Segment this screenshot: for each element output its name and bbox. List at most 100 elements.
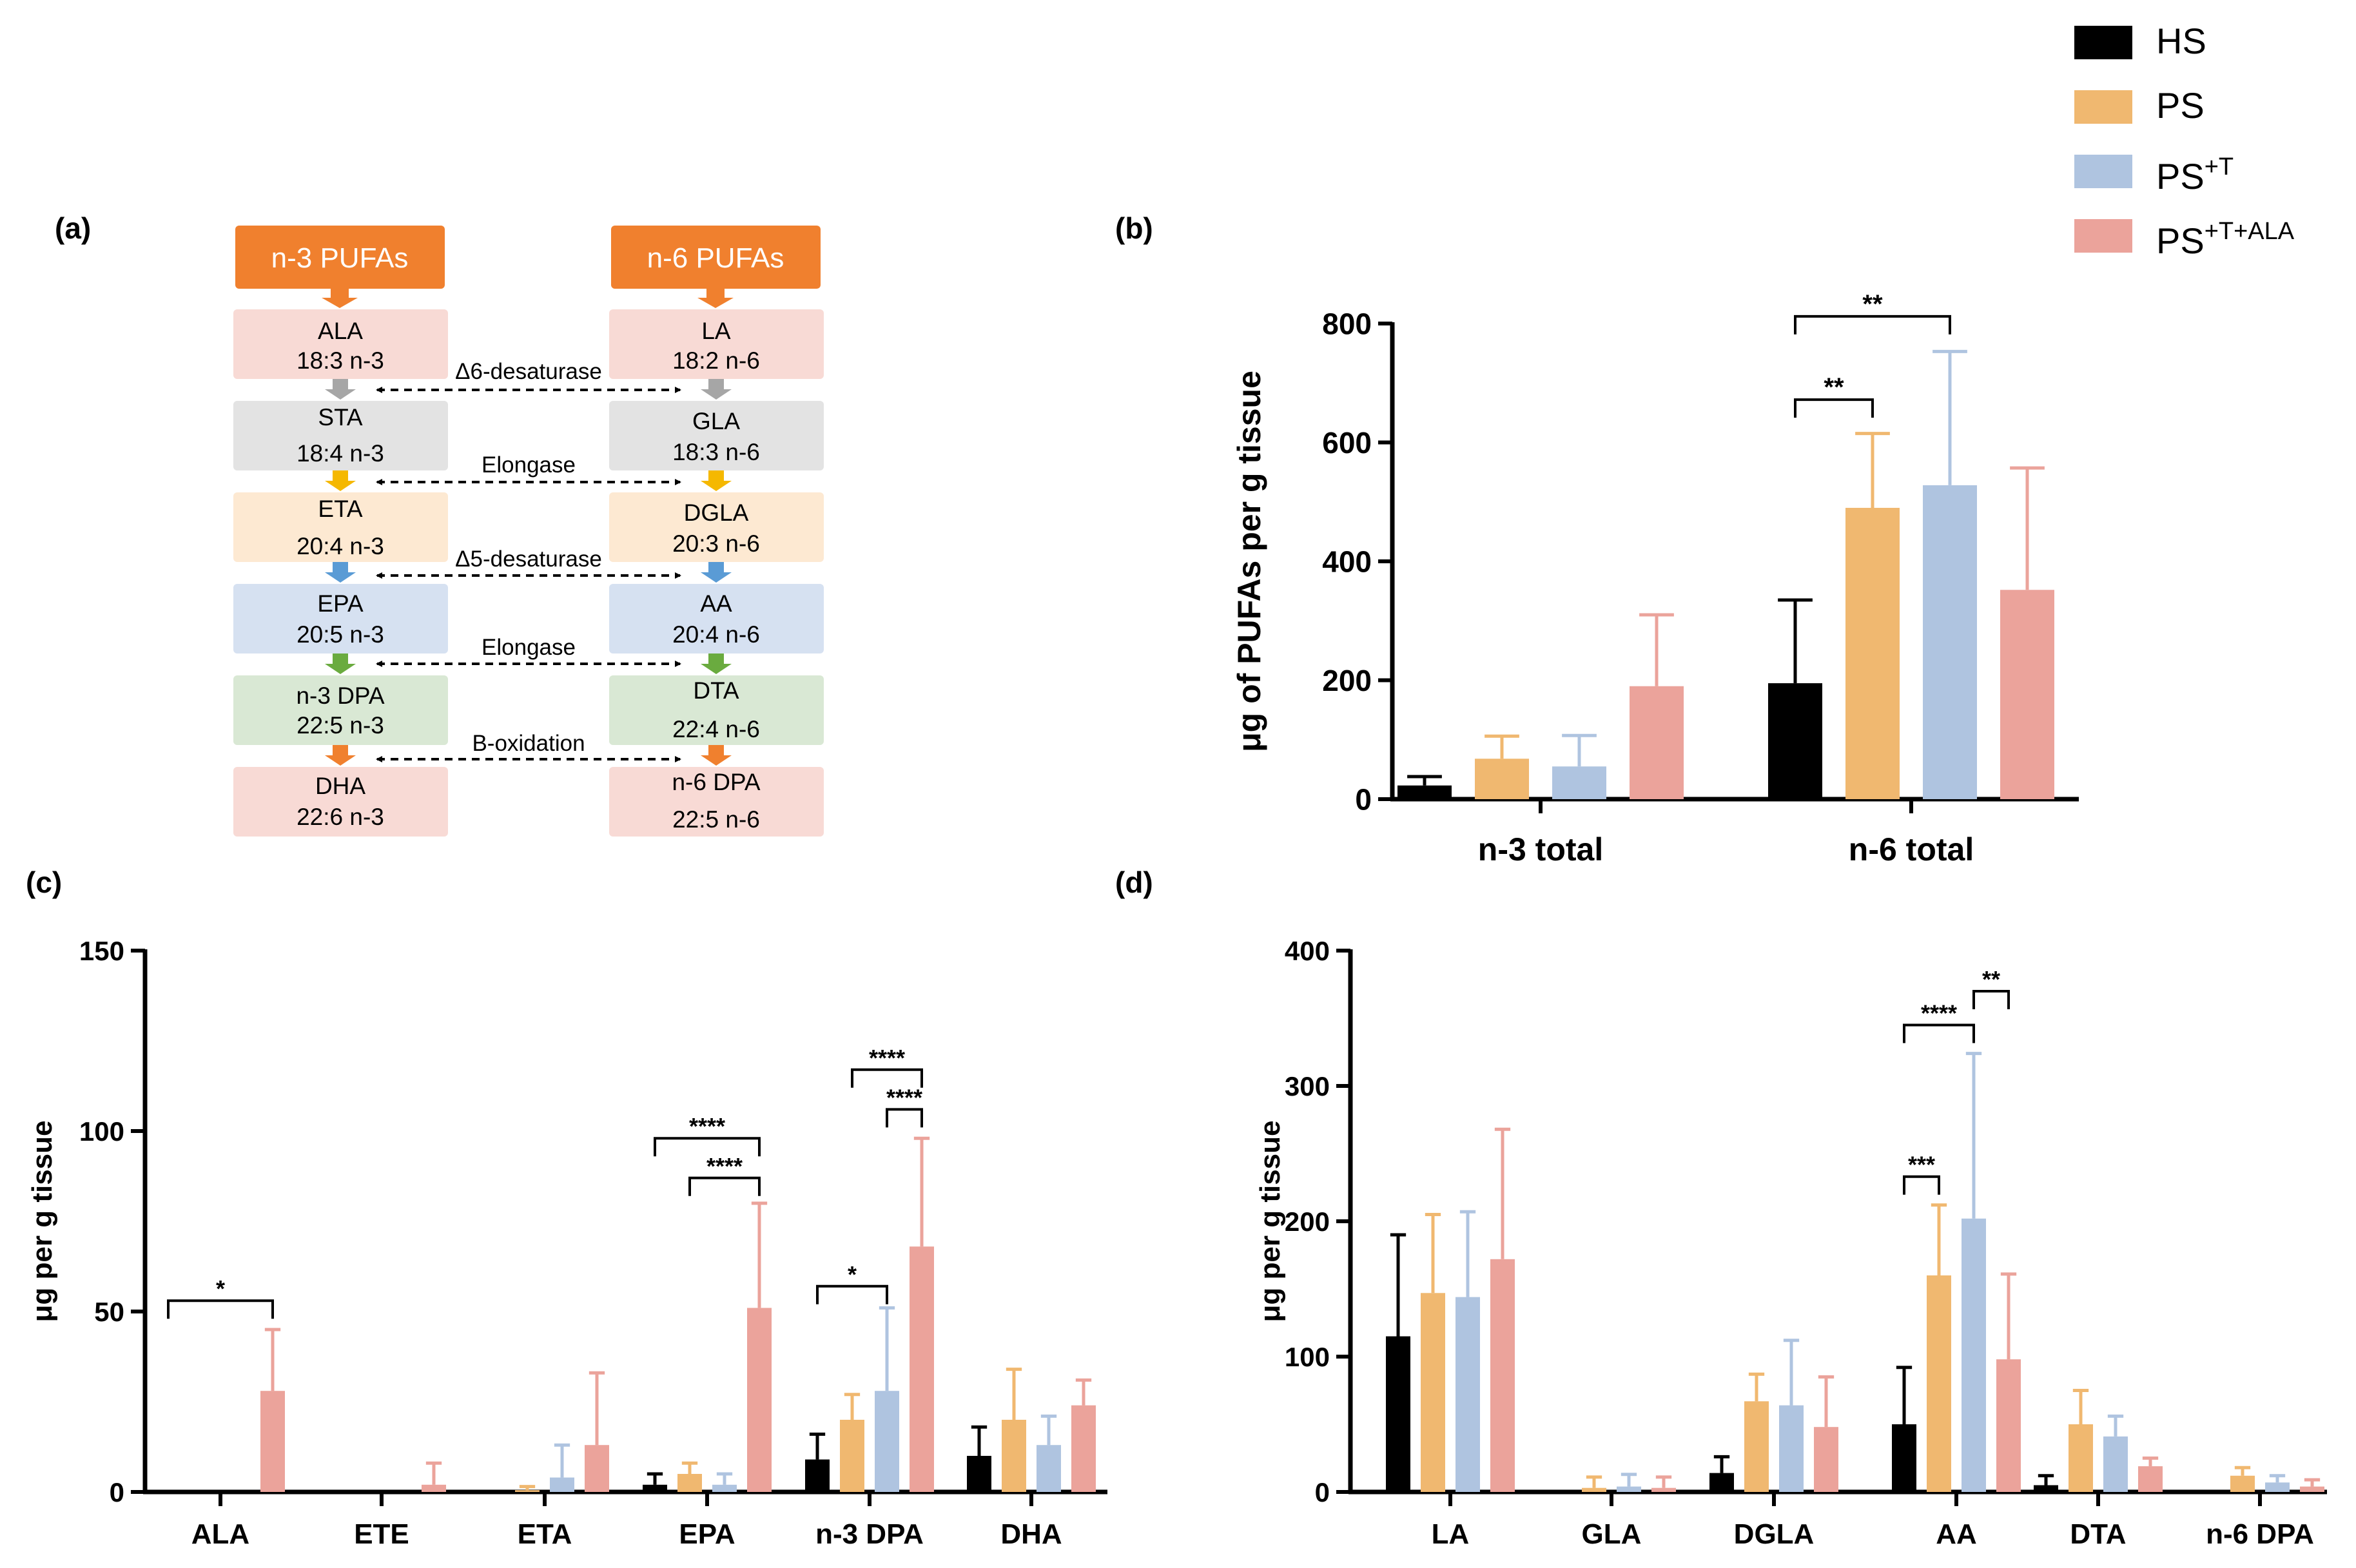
d-category-label-la: LA xyxy=(1432,1518,1470,1550)
d-category-label-aa: AA xyxy=(1936,1518,1977,1550)
d-category-label-n-6-dpa: n-6 DPA xyxy=(2206,1518,2314,1550)
c-significance-bracket-5 xyxy=(886,1108,923,1128)
pathway-row-3: ETA 20:4 n-3 DGLA 20:3 n-6 xyxy=(233,492,824,562)
enzyme-label-5: B-oxidation xyxy=(472,731,585,756)
n3-formula-epa: 20:5 n-3 xyxy=(297,621,384,648)
d-bar-hs-dta xyxy=(2034,1485,2058,1492)
enzyme-label-2: Elongase xyxy=(482,452,576,478)
c-bar-hs-epa xyxy=(643,1484,667,1492)
c-bar-hs-n-3-dpa xyxy=(805,1459,830,1492)
legend-swatch-ps-t xyxy=(2074,155,2132,188)
chart-panel-b: (b) 0 200 400 600 800 μg of PUFAs per g tissu… xyxy=(1115,211,2079,867)
pathway-row-4: EPA 20:5 n-3 AA 20:4 n-6 xyxy=(233,584,824,653)
c-bar-ps-t-ala-n-3-dpa xyxy=(910,1246,934,1492)
n3-box-dha xyxy=(233,767,448,837)
n3-step-arrow-1 xyxy=(325,379,356,400)
c-bar-ps-t-n-3-dpa xyxy=(875,1391,899,1492)
n3-box-n3-dpa xyxy=(233,675,448,745)
c-y-tick-label-150: 150 xyxy=(79,936,124,966)
c-bar-ps-t-epa xyxy=(712,1484,737,1492)
c-y-tick-label-100: 100 xyxy=(79,1116,124,1147)
n6-header-box: n-6 PUFAs xyxy=(611,226,821,289)
d-bar-ps-t-n-6-dpa xyxy=(2265,1482,2290,1492)
pathway-step-1: Δ6-desaturase xyxy=(325,359,732,400)
d-bar-ps-t-dta xyxy=(2103,1436,2128,1492)
d-significance-bracket-2 xyxy=(1972,990,2010,1009)
n6-formula-dta: 22:4 n-6 xyxy=(672,716,760,742)
c-bar-ps-t-ala-ete xyxy=(422,1484,446,1492)
d-bar-ps-t-ala-dgla xyxy=(1814,1427,1838,1492)
pathway-step-5: B-oxidation xyxy=(325,731,732,766)
pathway-step-4: Elongase xyxy=(325,635,732,674)
c-significance-label-4: **** xyxy=(869,1045,905,1071)
chart-b-plot: 0 200 400 600 800 μg of PUFAs per g tissue n-3… xyxy=(1231,290,2079,867)
legend-label-hs: HS xyxy=(2156,21,2206,61)
b-bar-hs-n-6-total xyxy=(1768,683,1822,799)
n6-header-arrow xyxy=(697,289,734,308)
n3-name-n3-dpa: n-3 DPA xyxy=(296,682,384,709)
b-y-tick-label-600: 600 xyxy=(1322,426,1372,460)
legend-item-ps-t: PS+T xyxy=(2074,153,2234,197)
n6-step-arrow-2 xyxy=(701,470,732,491)
n6-step-arrow-1 xyxy=(701,379,732,400)
legend-label-ps: PS xyxy=(2156,85,2205,126)
n6-formula-aa: 20:4 n-6 xyxy=(672,621,760,648)
b-y-tick-label-200: 200 xyxy=(1322,664,1372,697)
b-bar-ps-t-n-6-total xyxy=(1923,485,1977,799)
n6-box-dgla xyxy=(609,492,824,562)
panel-label-a: (a) xyxy=(55,211,91,245)
c-significance-bracket-2 xyxy=(654,1137,761,1157)
legend-item-hs: HS xyxy=(2074,21,2206,61)
d-bar-ps-t-dgla xyxy=(1779,1405,1804,1492)
legend-swatch-ps-t-ala xyxy=(2074,219,2132,253)
c-category-label-n-3-dpa: n-3 DPA xyxy=(815,1518,924,1550)
n6-header-label: n-6 PUFAs xyxy=(647,242,784,274)
d-bar-ps-t-ala-dta xyxy=(2138,1466,2163,1492)
b-bar-ps-t-ala-n-6-total xyxy=(2000,590,2054,799)
c-significance-label-3: **** xyxy=(706,1153,743,1179)
n6-name-dta: DTA xyxy=(693,677,739,704)
legend-swatch-ps xyxy=(2074,90,2132,124)
n6-name-dgla: DGLA xyxy=(684,499,749,526)
d-bar-ps-gla xyxy=(1582,1487,1606,1492)
n6-box-gla xyxy=(609,401,824,470)
legend-label-ps-t-ala: PS+T+ALA xyxy=(2156,218,2295,261)
d-category-label-dgla: DGLA xyxy=(1734,1518,1815,1550)
d-bar-ps-n-6-dpa xyxy=(2230,1475,2255,1492)
enzyme-label-1: Δ6-desaturase xyxy=(455,359,602,384)
n3-step-arrow-2 xyxy=(325,470,356,491)
n3-box-ala xyxy=(233,309,448,379)
c-bar-ps-epa xyxy=(677,1474,702,1492)
n3-formula-ala: 18:3 n-3 xyxy=(297,347,384,374)
b-category-label-n-6-total: n-6 total xyxy=(1849,831,1974,867)
n3-box-sta xyxy=(233,401,448,470)
c-significance-label-5: **** xyxy=(886,1084,922,1110)
d-significance-bracket-1 xyxy=(1903,1023,1975,1043)
b-significance-bracket-2 xyxy=(1794,398,1874,418)
n3-box-epa xyxy=(233,584,448,653)
n6-formula-la: 18:2 n-6 xyxy=(672,347,760,374)
c-category-label-dha: DHA xyxy=(1000,1518,1062,1550)
d-y-tick-label-400: 400 xyxy=(1285,936,1330,966)
d-bar-hs-dgla xyxy=(1709,1473,1734,1492)
d-bar-ps-aa xyxy=(1927,1275,1951,1492)
b-y-tick-label-400: 400 xyxy=(1322,545,1372,579)
d-bar-hs-aa xyxy=(1892,1424,1916,1492)
d-bar-ps-t-ala-aa xyxy=(1996,1359,2021,1492)
b-significance-label-1: ** xyxy=(1862,290,1883,318)
panel-label-d: (d) xyxy=(1115,866,1153,899)
c-significance-bracket-4 xyxy=(851,1068,923,1088)
n3-formula-sta: 18:4 n-3 xyxy=(297,440,384,467)
n6-formula-gla: 18:3 n-6 xyxy=(672,439,760,465)
d-bar-ps-t-la xyxy=(1455,1297,1480,1492)
c-bar-ps-t-dha xyxy=(1037,1445,1061,1492)
legend-label-ps-t: PS+T xyxy=(2156,153,2234,197)
n3-step-arrow-4 xyxy=(325,653,356,674)
n6-name-aa: AA xyxy=(700,590,732,617)
n6-box-n6-dpa xyxy=(609,767,824,837)
n6-formula-n6-dpa: 22:5 n-6 xyxy=(672,806,760,833)
n6-name-gla: GLA xyxy=(692,408,740,434)
pathway-row-6: DHA 22:6 n-3 n-6 DPA 22:5 n-6 xyxy=(233,767,824,837)
c-bar-ps-t-ala-ala xyxy=(260,1391,285,1492)
c-bar-ps-t-ala-dha xyxy=(1071,1405,1096,1492)
